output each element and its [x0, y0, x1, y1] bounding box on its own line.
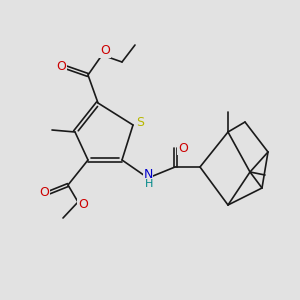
Text: O: O	[178, 142, 188, 154]
Text: S: S	[136, 116, 144, 130]
Text: O: O	[78, 197, 88, 211]
Text: N: N	[143, 169, 153, 182]
Text: H: H	[145, 179, 153, 189]
Text: O: O	[100, 44, 110, 58]
Text: O: O	[56, 59, 66, 73]
Text: O: O	[39, 185, 49, 199]
